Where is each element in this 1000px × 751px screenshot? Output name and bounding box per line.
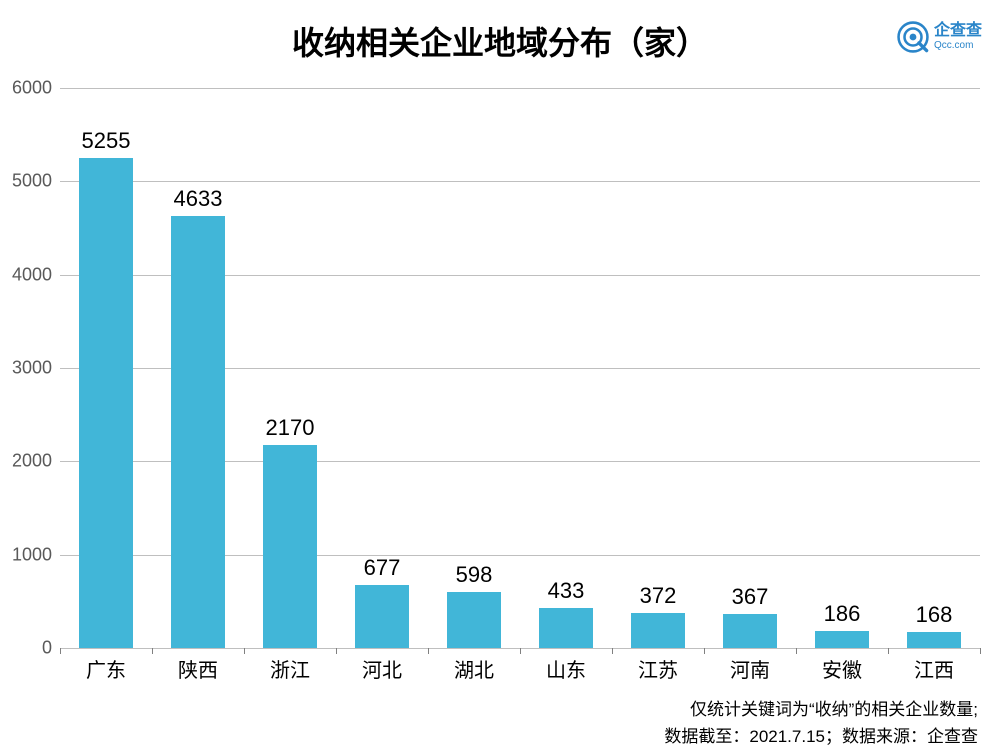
x-tick-mark bbox=[612, 648, 613, 654]
x-tick-label: 江西 bbox=[914, 648, 954, 683]
x-tick-mark bbox=[152, 648, 153, 654]
x-tick-label: 陕西 bbox=[178, 648, 218, 683]
bar-value-label: 168 bbox=[916, 602, 953, 632]
x-tick-mark bbox=[520, 648, 521, 654]
bar bbox=[539, 608, 592, 648]
x-tick-label: 山东 bbox=[546, 648, 586, 683]
y-tick-label: 3000 bbox=[12, 358, 60, 379]
bar bbox=[723, 614, 776, 648]
x-tick-mark bbox=[888, 648, 889, 654]
title-row: 收纳相关企业地域分布（家） bbox=[0, 18, 1000, 64]
x-tick-mark bbox=[704, 648, 705, 654]
plot-area: 01000200030004000500060005255广东4633陕西217… bbox=[60, 88, 980, 648]
bar-value-label: 2170 bbox=[266, 415, 315, 445]
gridline bbox=[60, 88, 980, 89]
source-logo: 企查查 Qcc.com bbox=[896, 20, 982, 54]
gridline bbox=[60, 181, 980, 182]
bar bbox=[79, 158, 132, 648]
qcc-logo-icon bbox=[896, 20, 930, 54]
bar-value-label: 5255 bbox=[82, 128, 131, 158]
x-tick-mark bbox=[60, 648, 61, 654]
bar-value-label: 433 bbox=[548, 578, 585, 608]
bar bbox=[447, 592, 500, 648]
x-tick-label: 河南 bbox=[730, 648, 770, 683]
logo-text: 企查查 Qcc.com bbox=[934, 23, 982, 51]
x-tick-label: 江苏 bbox=[638, 648, 678, 683]
x-tick-label: 安徽 bbox=[822, 648, 862, 683]
y-tick-label: 1000 bbox=[12, 544, 60, 565]
bar-value-label: 367 bbox=[732, 584, 769, 614]
bar-value-label: 186 bbox=[824, 601, 861, 631]
x-tick-label: 河北 bbox=[362, 648, 402, 683]
y-tick-label: 0 bbox=[42, 638, 60, 659]
bar bbox=[815, 631, 868, 648]
bar bbox=[355, 585, 408, 648]
bar-value-label: 372 bbox=[640, 583, 677, 613]
x-tick-label: 浙江 bbox=[270, 648, 310, 683]
bar bbox=[263, 445, 316, 648]
y-tick-label: 5000 bbox=[12, 171, 60, 192]
footnote-line-2: 数据截至：2021.7.15；数据来源：企查查 bbox=[664, 722, 978, 747]
logo-cn: 企查查 bbox=[934, 23, 982, 39]
x-tick-mark bbox=[244, 648, 245, 654]
x-tick-mark bbox=[796, 648, 797, 654]
y-tick-label: 4000 bbox=[12, 264, 60, 285]
bar bbox=[907, 632, 960, 648]
bar bbox=[171, 216, 224, 648]
logo-en: Qcc.com bbox=[934, 41, 982, 51]
x-tick-label: 湖北 bbox=[454, 648, 494, 683]
y-tick-label: 2000 bbox=[12, 451, 60, 472]
x-tick-mark bbox=[428, 648, 429, 654]
bar-value-label: 677 bbox=[364, 555, 401, 585]
x-tick-label: 广东 bbox=[86, 648, 126, 683]
chart-container: 收纳相关企业地域分布（家） 企查查 Qcc.com 01000200030004… bbox=[0, 0, 1000, 751]
x-tick-mark bbox=[336, 648, 337, 654]
bar-value-label: 598 bbox=[456, 562, 493, 592]
y-tick-label: 6000 bbox=[12, 78, 60, 99]
bar bbox=[631, 613, 684, 648]
x-tick-mark bbox=[980, 648, 981, 654]
bar-value-label: 4633 bbox=[174, 186, 223, 216]
chart-title: 收纳相关企业地域分布（家） bbox=[292, 25, 708, 61]
footnote-line-1: 仅统计关键词为“收纳”的相关企业数量; bbox=[690, 695, 978, 720]
